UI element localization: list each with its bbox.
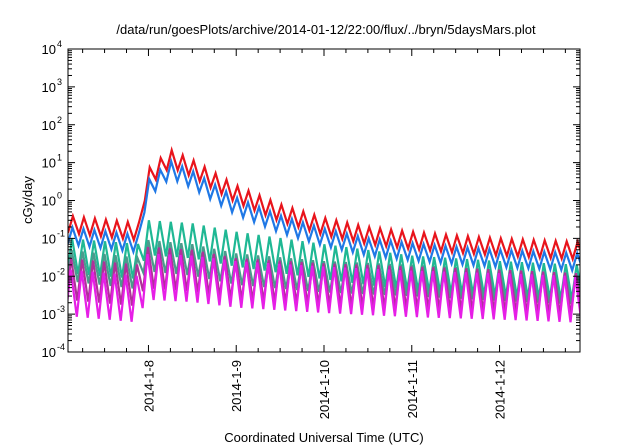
y-tick-label: 10 <box>42 80 56 95</box>
y-tick-exponent: 4 <box>57 39 62 49</box>
y-tick-label: 10 <box>42 231 56 246</box>
y-tick-label: 10 <box>42 269 56 284</box>
x-axis-label: Coordinated Universal Time (UTC) <box>224 430 423 445</box>
x-tick-label: 2014-1-9 <box>229 360 244 412</box>
y-tick-exponent: 1 <box>57 153 62 163</box>
y-tick-exponent: 3 <box>57 77 62 87</box>
y-tick-exponent: 0 <box>57 191 62 201</box>
series-layer <box>68 146 580 323</box>
x-tick-label: 2014-1-8 <box>141 360 156 412</box>
y-tick-label: 10 <box>42 42 56 57</box>
y-tick-label: 10 <box>42 194 56 209</box>
chart-title: /data/run/goesPlots/archive/2014-01-12/2… <box>116 22 536 37</box>
y-tick-label: 10 <box>42 345 56 360</box>
series-line <box>68 146 580 263</box>
x-tick-label: 2014-1-10 <box>317 360 332 419</box>
y-tick-label: 10 <box>42 307 56 322</box>
series-line <box>68 253 580 323</box>
y-tick-label: 10 <box>42 118 56 133</box>
y-tick-exponent: -1 <box>57 228 65 238</box>
y-tick-exponent: -2 <box>57 266 65 276</box>
series-line <box>68 157 580 275</box>
y-axis-label: cGy/day <box>20 176 35 224</box>
x-tick-label: 2014-1-12 <box>493 360 508 419</box>
y-tick-exponent: -4 <box>57 342 65 352</box>
plot-frame <box>67 48 581 353</box>
y-tick-exponent: -3 <box>57 304 65 314</box>
y-tick-exponent: 2 <box>57 115 62 125</box>
x-tick-label: 2014-1-11 <box>405 360 420 418</box>
y-tick-label: 10 <box>42 156 56 171</box>
